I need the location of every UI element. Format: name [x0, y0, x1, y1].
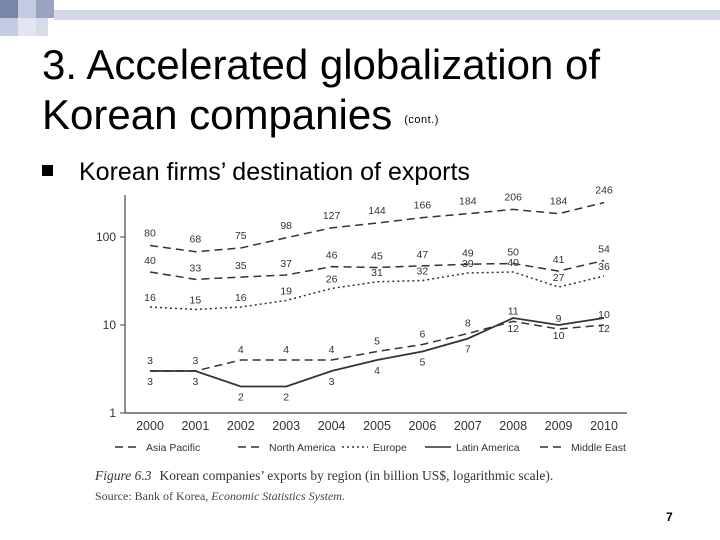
data-label: 3: [192, 376, 198, 388]
data-label: 35: [235, 260, 247, 272]
x-tick-label: 2010: [590, 419, 618, 433]
data-label: 47: [417, 249, 429, 261]
legend-label: Europe: [373, 442, 407, 454]
data-label: 11: [508, 305, 519, 317]
data-label: 7: [465, 344, 471, 356]
caption-figure-label: Figure 6.3: [95, 468, 152, 483]
legend-label: Middle East: [571, 442, 626, 454]
x-tick-label: 2003: [272, 419, 300, 433]
x-tick-label: 2001: [181, 419, 209, 433]
data-label: 3: [147, 355, 153, 367]
data-label: 54: [598, 244, 610, 256]
data-label: 5: [374, 335, 380, 347]
y-tick-label: 10: [103, 318, 117, 332]
data-label: 10: [553, 330, 565, 342]
data-label: 184: [550, 196, 568, 208]
series-line-middle-east: [150, 320, 605, 372]
source-note: Source: Bank of Korea, Economic Statisti…: [95, 489, 345, 504]
data-label: 37: [280, 258, 292, 270]
data-label: 33: [190, 262, 202, 274]
data-label: 246: [595, 185, 613, 197]
series-line-europe: [149, 271, 605, 311]
data-label: 4: [283, 344, 289, 356]
data-label: 127: [323, 210, 341, 222]
data-label: 46: [326, 250, 338, 262]
data-label: 45: [371, 251, 383, 263]
data-label: 19: [280, 285, 292, 297]
data-label: 27: [553, 272, 565, 284]
series-line-latin-america: [150, 317, 605, 388]
data-label: 166: [414, 200, 432, 212]
data-label: 4: [238, 344, 244, 356]
y-tick-label: 1: [109, 406, 116, 420]
y-tick-label: 100: [96, 230, 116, 244]
data-label: 9: [556, 313, 562, 325]
x-tick-label: 2007: [454, 419, 482, 433]
bullet-point: Korean firms’ destination of exports: [42, 158, 470, 187]
data-label: 2: [238, 392, 244, 404]
caption-text: Korean companies’ exports by region (in …: [159, 468, 554, 483]
x-tick-label: 2009: [545, 419, 573, 433]
data-label: 40: [144, 255, 156, 267]
corner-squares-decoration: [0, 0, 720, 36]
data-label: 16: [235, 292, 247, 304]
data-label: 16: [144, 292, 156, 304]
legend-label: Latin America: [456, 442, 520, 454]
data-label: 75: [235, 230, 247, 242]
data-label: 36: [598, 261, 610, 273]
x-tick-label: 2008: [499, 419, 527, 433]
data-label: 10: [598, 309, 610, 321]
legend-label: Asia Pacific: [146, 442, 200, 454]
data-label: 12: [507, 323, 519, 335]
figure-caption: Figure 6.3 Korean companies’ exports by r…: [95, 468, 553, 484]
data-label: 6: [419, 329, 425, 341]
data-label: 184: [459, 196, 477, 208]
data-label: 40: [507, 257, 519, 269]
x-tick-label: 2004: [318, 419, 346, 433]
data-label: 50: [507, 246, 519, 258]
title-line-1: 3. Accelerated globalization of: [42, 41, 601, 88]
data-label: 68: [190, 234, 202, 246]
data-label: 4: [329, 344, 335, 356]
data-label: 49: [462, 247, 474, 259]
x-tick-label: 2006: [408, 419, 436, 433]
data-label: 3: [192, 355, 198, 367]
series-line-asia-pacific: [149, 201, 605, 253]
data-label: 80: [144, 228, 156, 240]
data-label: 3: [147, 376, 153, 388]
data-label: 206: [504, 191, 522, 203]
data-label: 41: [553, 254, 565, 266]
source-prefix: Source: Bank of Korea,: [95, 489, 209, 503]
x-tick-label: 2000: [136, 419, 164, 433]
data-label: 32: [417, 266, 429, 278]
page-number: 7: [666, 510, 673, 524]
legend-label: North America: [269, 442, 336, 454]
series-line-north-america: [149, 259, 605, 281]
x-tick-label: 2005: [363, 419, 391, 433]
data-label: 15: [190, 294, 202, 306]
data-label: 3: [329, 376, 335, 388]
data-label: 39: [462, 258, 474, 270]
data-label: 144: [368, 205, 386, 217]
data-label: 5: [419, 356, 425, 368]
title-cont-label: (cont.): [404, 114, 439, 126]
x-tick-label: 2002: [227, 419, 255, 433]
bullet-text: Korean firms’ destination of exports: [79, 158, 470, 186]
title-line-2: Korean companies: [42, 91, 393, 138]
data-label: 31: [371, 267, 383, 279]
slide-title: 3. Accelerated globalization of Korean c…: [42, 40, 600, 145]
data-label: 12: [598, 323, 610, 335]
square-bullet-icon: [42, 165, 53, 176]
data-label: 2: [283, 392, 289, 404]
data-label: 26: [326, 273, 338, 285]
data-label: 98: [280, 220, 292, 232]
data-label: 4: [374, 365, 380, 377]
source-title: Economic Statistics System.: [211, 489, 345, 503]
data-label: 8: [465, 318, 471, 330]
